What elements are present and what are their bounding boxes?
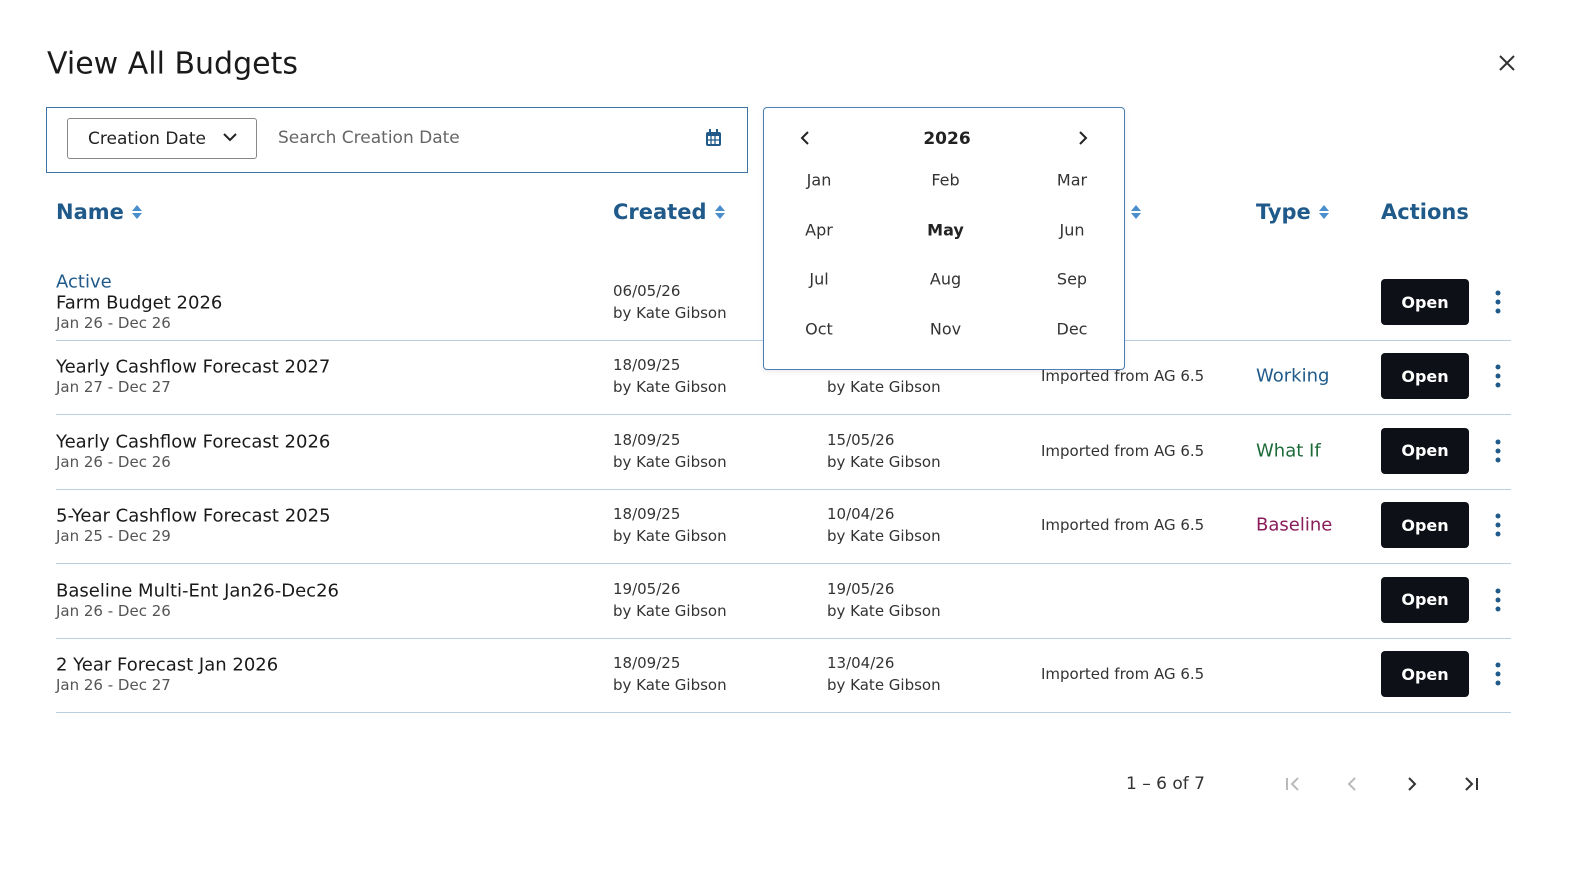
notes: Imported from AG 6.5 bbox=[1041, 516, 1205, 535]
row-separator bbox=[56, 488, 1511, 490]
month-option[interactable]: Nov bbox=[929, 319, 962, 339]
budget-period: Jan 26 - Dec 26 bbox=[56, 601, 171, 620]
month-option[interactable]: Feb bbox=[931, 170, 960, 190]
year-label: 2026 bbox=[923, 129, 971, 149]
more-menu[interactable] bbox=[1493, 439, 1503, 467]
created-by: by Kate Gibson bbox=[613, 676, 727, 694]
more-menu[interactable] bbox=[1493, 290, 1503, 318]
open-button[interactable]: Open bbox=[1381, 353, 1469, 400]
created-by: by Kate Gibson bbox=[613, 304, 727, 322]
notes: Imported from AG 6.5 bbox=[1041, 441, 1205, 460]
column-header[interactable]: Name bbox=[56, 200, 124, 224]
budget-period: Jan 25 - Dec 29 bbox=[56, 527, 171, 546]
budget-name[interactable]: Yearly Cashflow Forecast 2027 bbox=[56, 356, 331, 378]
notes: Imported from AG 6.5 bbox=[1041, 367, 1205, 386]
budget-type: Working bbox=[1256, 365, 1330, 387]
page-nav-button[interactable] bbox=[1402, 774, 1422, 798]
budget-period: Jan 26 - Dec 26 bbox=[56, 452, 171, 471]
sort-icon[interactable] bbox=[1131, 204, 1141, 224]
page-nav-button[interactable] bbox=[1461, 774, 1481, 798]
more-menu[interactable] bbox=[1493, 588, 1503, 616]
pagination-range: 1 – 6 of 7 bbox=[1126, 774, 1205, 794]
close-button[interactable] bbox=[1496, 52, 1518, 74]
status-label: Active bbox=[56, 271, 112, 293]
created-date: 18/09/25 bbox=[613, 356, 681, 375]
modified-by: by Kate Gibson bbox=[827, 527, 941, 546]
sort-icon[interactable] bbox=[715, 204, 725, 224]
column-header[interactable]: Created bbox=[613, 200, 707, 224]
budget-name[interactable]: Farm Budget 2026 bbox=[56, 292, 223, 314]
budget-name[interactable]: Baseline Multi-Ent Jan26-Dec26 bbox=[56, 580, 339, 602]
budget-type: What If bbox=[1256, 440, 1321, 462]
modified-date: 15/05/26 bbox=[827, 430, 895, 449]
more-menu[interactable] bbox=[1493, 662, 1503, 690]
created-date: 18/09/25 bbox=[613, 430, 681, 449]
chevron-down bbox=[223, 133, 237, 142]
month-option[interactable]: May bbox=[927, 220, 964, 240]
search-input[interactable]: Search Creation Date bbox=[278, 128, 460, 148]
row-separator bbox=[56, 712, 1511, 713]
calendar-icon[interactable] bbox=[705, 129, 722, 147]
modified-by: by Kate Gibson bbox=[827, 676, 941, 694]
field-select[interactable]: Creation Date bbox=[67, 118, 257, 159]
month-option[interactable]: Jul bbox=[809, 269, 829, 289]
budget-period: Jan 27 - Dec 27 bbox=[56, 378, 171, 397]
created-by: by Kate Gibson bbox=[613, 452, 727, 471]
modified-by: by Kate Gibson bbox=[827, 452, 941, 471]
created-by: by Kate Gibson bbox=[613, 601, 727, 620]
created-date: 06/05/26 bbox=[613, 282, 681, 300]
more-menu[interactable] bbox=[1493, 513, 1503, 541]
notes: Imported from AG 6.5 bbox=[1041, 665, 1205, 683]
created-by: by Kate Gibson bbox=[613, 378, 727, 397]
row-separator bbox=[56, 637, 1511, 639]
month-option[interactable]: Apr bbox=[805, 220, 833, 240]
month-option[interactable]: Sep bbox=[1056, 269, 1088, 289]
page-nav-button[interactable] bbox=[1342, 774, 1362, 798]
modified-date: 10/04/26 bbox=[827, 505, 895, 524]
budget-period: Jan 26 - Dec 27 bbox=[56, 676, 171, 694]
month-option[interactable]: Aug bbox=[929, 269, 962, 289]
open-button[interactable]: Open bbox=[1381, 279, 1469, 325]
modified-date: 13/04/26 bbox=[827, 654, 895, 672]
field-select-label: Creation Date bbox=[88, 129, 206, 149]
month-option[interactable]: Mar bbox=[1056, 170, 1088, 190]
column-header[interactable]: Type bbox=[1256, 200, 1311, 224]
modified-date: 19/05/26 bbox=[827, 579, 895, 598]
row-separator bbox=[56, 414, 1511, 416]
created-date: 18/09/25 bbox=[613, 505, 681, 524]
next-year-button[interactable] bbox=[1075, 129, 1091, 151]
open-button[interactable]: Open bbox=[1381, 502, 1469, 549]
month-option[interactable]: Jan bbox=[806, 170, 832, 190]
open-button[interactable]: Open bbox=[1381, 651, 1469, 697]
month-option[interactable]: Jun bbox=[1059, 220, 1085, 240]
sort-icon[interactable] bbox=[1319, 204, 1329, 224]
filter-bar bbox=[46, 107, 748, 173]
budget-name[interactable]: 2 Year Forecast Jan 2026 bbox=[56, 654, 279, 676]
prev-year-button[interactable] bbox=[797, 129, 813, 151]
budget-name[interactable]: Yearly Cashflow Forecast 2026 bbox=[56, 431, 331, 453]
modified-by: by Kate Gibson bbox=[827, 378, 941, 397]
sort-icon[interactable] bbox=[132, 204, 142, 224]
created-date: 18/09/25 bbox=[613, 654, 681, 672]
page-nav-button[interactable] bbox=[1283, 774, 1303, 798]
created-by: by Kate Gibson bbox=[613, 527, 727, 546]
more-menu[interactable] bbox=[1493, 364, 1503, 392]
month-option[interactable]: Oct bbox=[805, 319, 833, 339]
dialog-title: View All Budgets bbox=[47, 46, 298, 82]
open-button[interactable]: Open bbox=[1381, 576, 1469, 623]
open-button[interactable]: Open bbox=[1381, 427, 1469, 474]
modified-by: by Kate Gibson bbox=[827, 601, 941, 620]
budget-type: Baseline bbox=[1256, 514, 1333, 536]
month-option[interactable]: Dec bbox=[1056, 319, 1088, 339]
budget-period: Jan 26 - Dec 26 bbox=[56, 314, 171, 332]
row-separator bbox=[56, 563, 1511, 565]
created-date: 19/05/26 bbox=[613, 579, 681, 598]
budget-name[interactable]: 5-Year Cashflow Forecast 2025 bbox=[56, 505, 331, 527]
column-header: Actions bbox=[1381, 200, 1469, 224]
month-picker: 2026 Jan Feb Mar Apr May Jun Jul Aug Sep Oct Nov Dec bbox=[763, 107, 1125, 370]
